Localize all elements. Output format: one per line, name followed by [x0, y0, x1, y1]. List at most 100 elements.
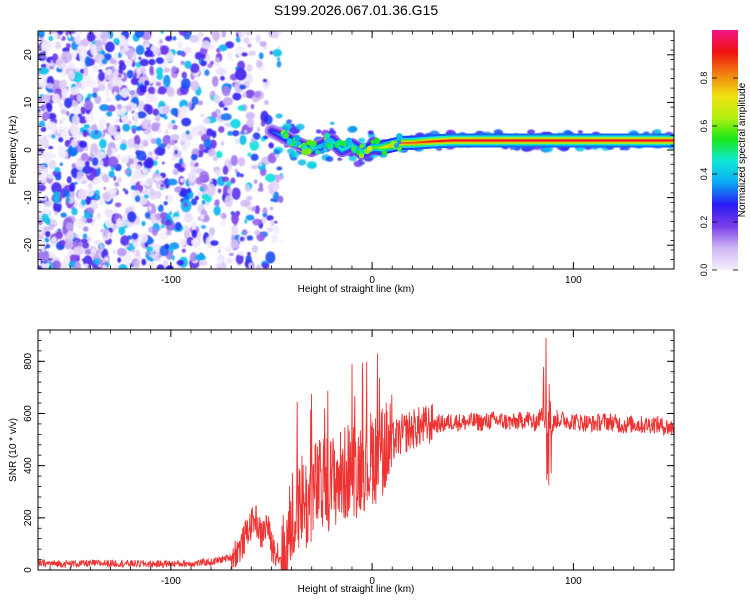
noise-blob — [148, 59, 155, 65]
noise-blob — [182, 72, 188, 79]
noise-blob — [60, 163, 63, 166]
noise-blob — [64, 255, 71, 264]
colorbar-ramp — [712, 30, 738, 270]
band-halo-blob — [287, 148, 295, 154]
noise-blob — [81, 199, 86, 205]
noise-blob — [175, 222, 182, 231]
noise-blob — [256, 265, 261, 272]
noise-blob — [113, 176, 116, 181]
noise-blob — [49, 36, 54, 42]
noise-blob — [190, 80, 199, 91]
noise-blob — [162, 162, 165, 165]
noise-blob — [94, 258, 101, 264]
noise-blob — [87, 133, 90, 136]
noise-blob — [64, 98, 72, 108]
noise-blob — [200, 113, 204, 117]
band-knot — [294, 135, 300, 141]
noise-blob — [141, 259, 146, 266]
band-halo-blob — [286, 121, 290, 124]
noise-blob — [218, 189, 221, 194]
noise-blob — [240, 174, 244, 178]
noise-blob — [60, 240, 66, 246]
band-knot — [374, 138, 381, 145]
band-knot — [287, 139, 293, 145]
noise-blob — [207, 63, 212, 68]
noise-blob — [92, 65, 99, 72]
noise-blob — [76, 82, 82, 89]
noise-blob — [188, 171, 196, 183]
noise-blob — [256, 35, 261, 43]
noise-blob — [278, 196, 284, 203]
noise-blob — [117, 248, 127, 257]
noise-blob — [41, 40, 52, 52]
noise-blob — [264, 100, 269, 105]
noise-blob — [210, 265, 214, 268]
noise-blob — [257, 127, 260, 132]
noise-blob — [179, 159, 183, 165]
noise-blob — [221, 141, 224, 146]
colorbar-tick-label: 0.6 — [699, 120, 709, 133]
noise-blob — [199, 187, 203, 192]
band-knot — [359, 144, 364, 149]
noise-blob — [44, 226, 48, 232]
noise-blob — [227, 52, 233, 62]
y-tick-label: 200 — [23, 509, 34, 526]
noise-blob — [97, 81, 101, 85]
noise-blob — [68, 70, 75, 81]
band-knot — [326, 137, 332, 143]
noise-blob — [167, 179, 178, 186]
colorbar: 0.00.20.40.60.8 Normalized spectral ampl… — [699, 30, 748, 276]
noise-blob — [114, 118, 119, 123]
noise-blob — [189, 35, 199, 43]
noise-blob — [251, 165, 258, 170]
noise-blob — [151, 138, 157, 144]
band-knot — [317, 144, 322, 149]
noise-blob — [215, 199, 220, 206]
noise-blob — [45, 231, 50, 237]
noise-blob — [199, 145, 203, 148]
noise-blob — [58, 137, 63, 142]
noise-blob — [246, 235, 253, 240]
snr-ylabel: SNR (10 * v/v) — [8, 418, 19, 482]
noise-blob — [202, 200, 206, 205]
noise-blob — [149, 66, 153, 74]
band-knot — [359, 153, 364, 158]
noise-blob — [184, 47, 193, 54]
noise-blob — [137, 233, 148, 244]
noise-blob — [156, 57, 164, 64]
noise-blob — [177, 167, 185, 172]
noise-blob — [191, 239, 199, 246]
noise-blob — [196, 177, 204, 185]
noise-blob — [173, 169, 179, 175]
noise-blob — [109, 69, 112, 72]
noise-blob — [68, 230, 75, 240]
noise-blob — [229, 253, 234, 256]
noise-blob — [173, 36, 177, 40]
noise-blob — [251, 104, 254, 109]
noise-blob — [144, 80, 149, 86]
noise-blob — [155, 155, 158, 160]
noise-blob — [218, 126, 224, 133]
band-halo-blob — [337, 157, 342, 160]
noise-blob — [215, 170, 221, 177]
noise-blob — [232, 130, 239, 136]
noise-blob — [273, 49, 282, 57]
noise-blob — [270, 219, 274, 226]
noise-blob — [276, 167, 282, 171]
noise-blob — [135, 261, 140, 268]
band-knot — [382, 150, 388, 156]
noise-blob — [179, 28, 187, 36]
noise-blob — [231, 155, 238, 166]
noise-blob — [241, 52, 247, 56]
noise-blob — [83, 66, 88, 76]
noise-blob — [256, 60, 262, 68]
noise-blob — [181, 144, 188, 151]
band-halo-blob — [296, 124, 305, 130]
noise-blob — [79, 141, 87, 148]
noise-blob — [99, 244, 104, 252]
noise-blob — [83, 166, 93, 174]
noise-blob — [182, 249, 186, 253]
noise-blob — [75, 35, 81, 45]
noise-blob — [231, 213, 239, 225]
